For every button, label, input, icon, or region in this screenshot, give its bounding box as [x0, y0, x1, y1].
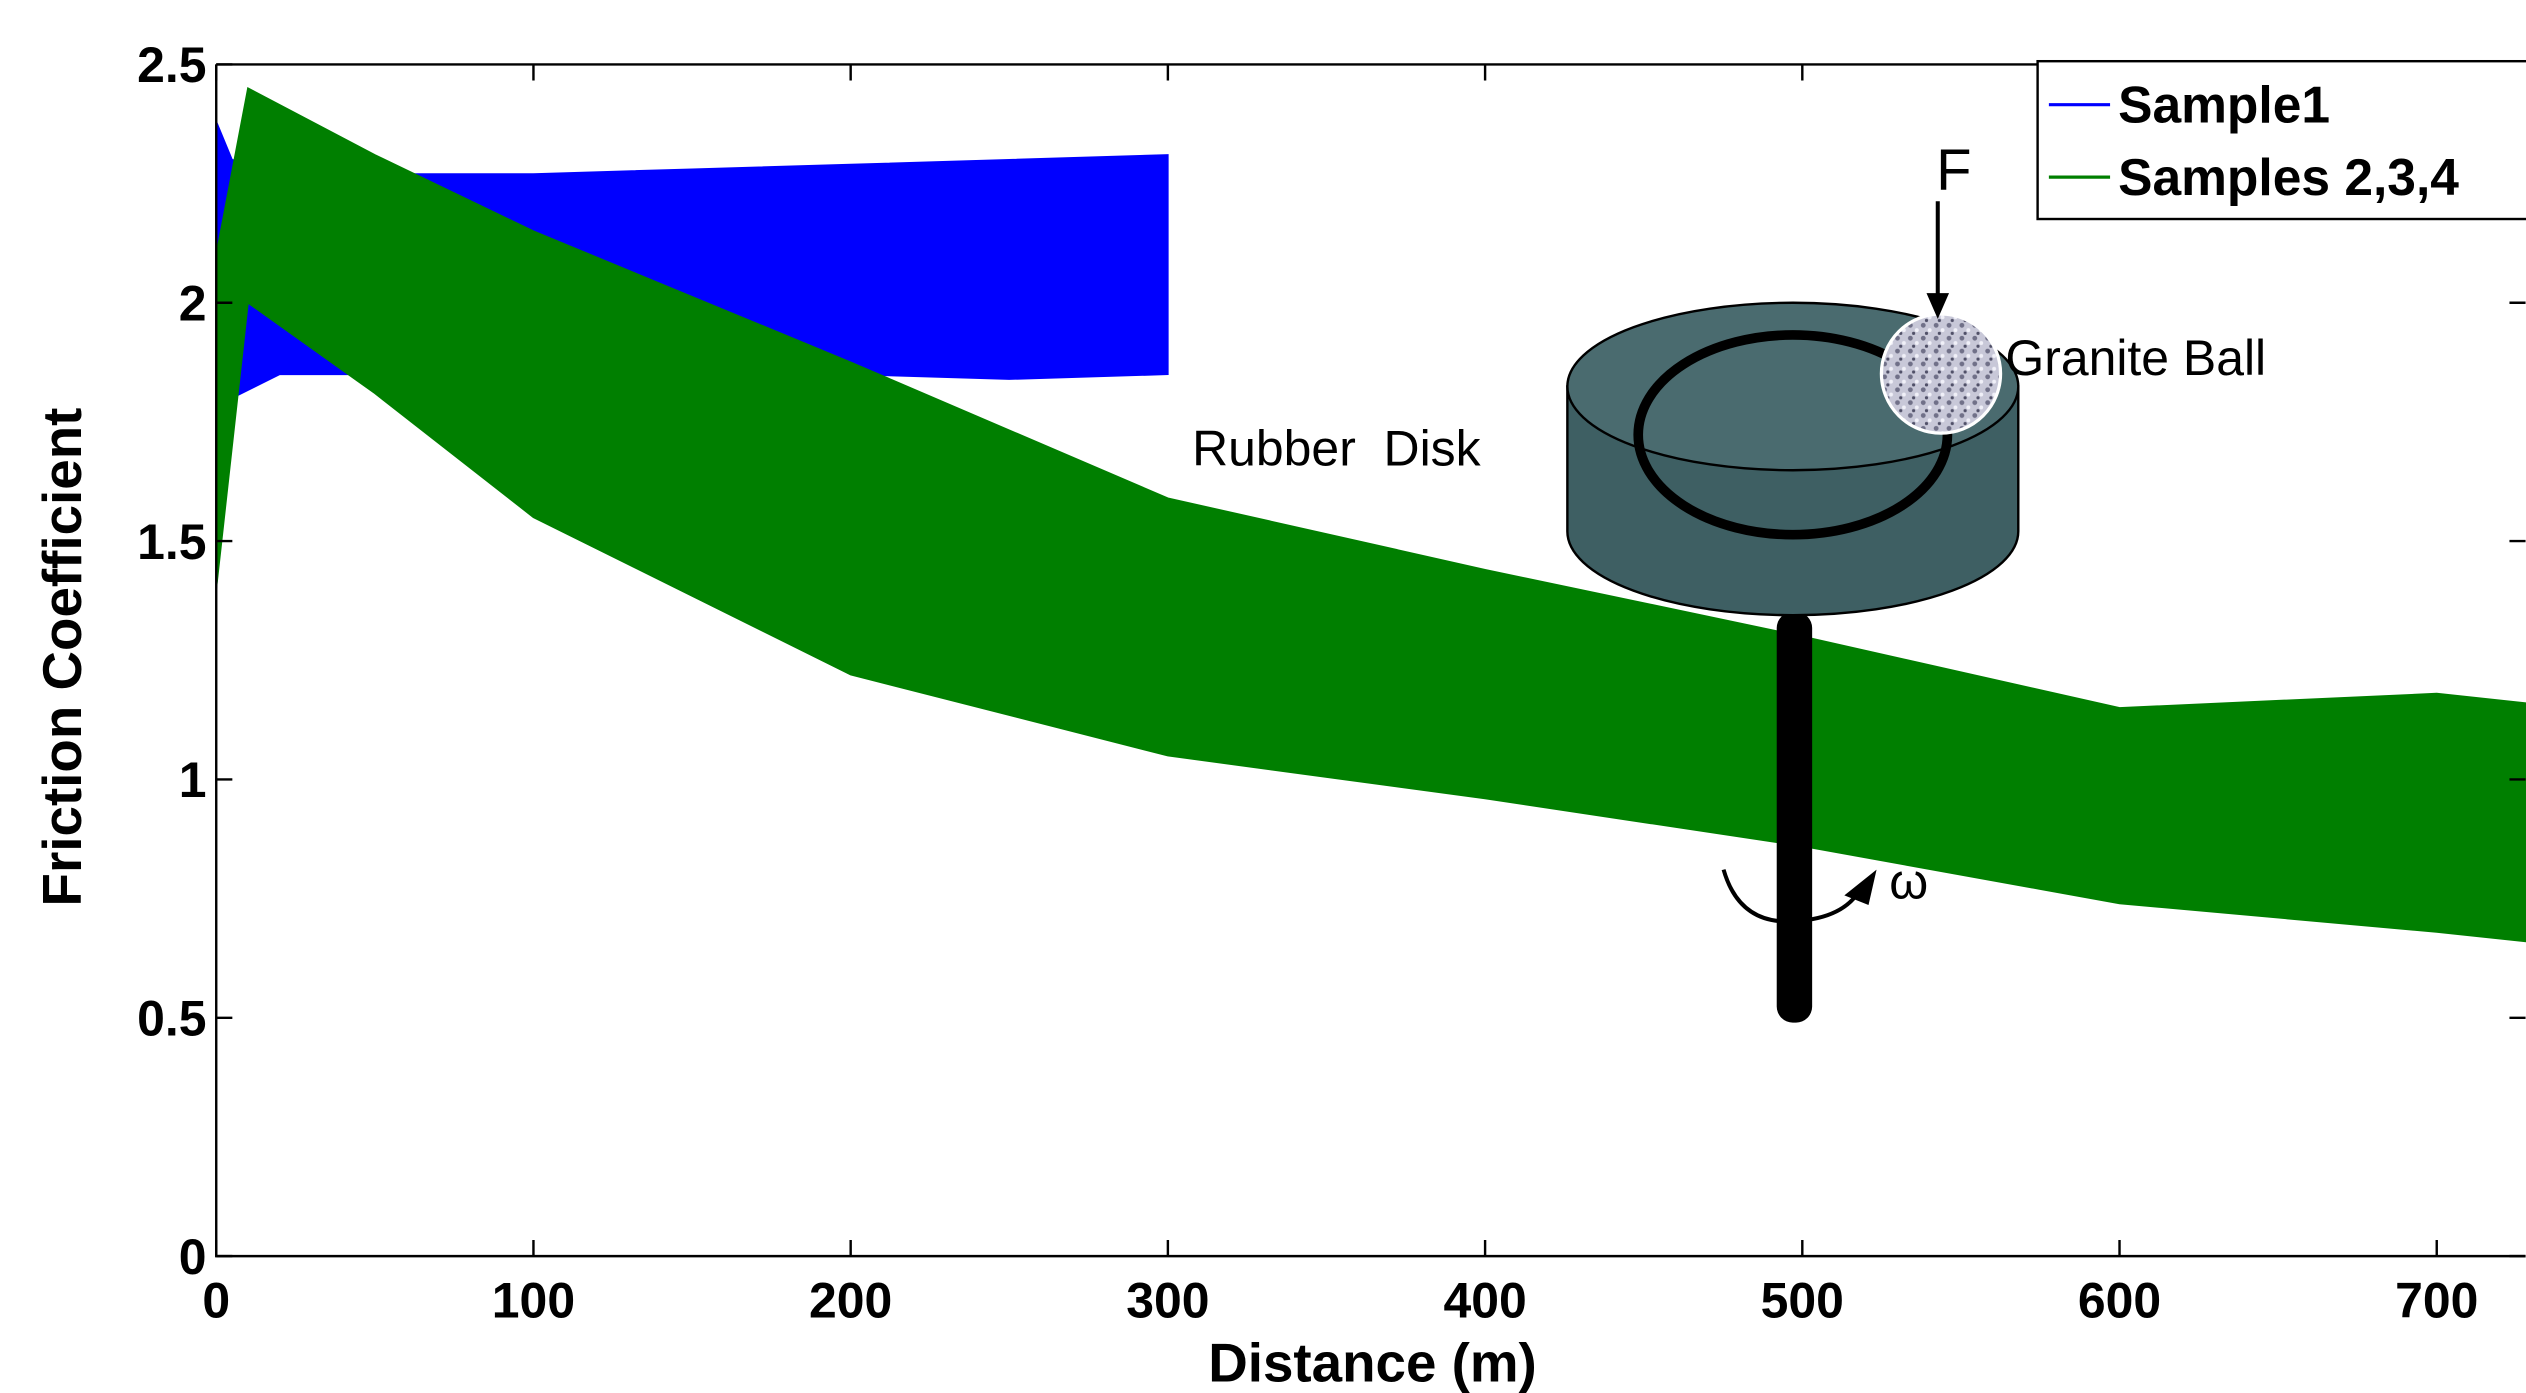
y-tick-label: 1.5 [137, 514, 206, 570]
y-tick-label: 0.5 [137, 990, 206, 1046]
disk-label: Rubber Disk [1192, 420, 1481, 476]
x-tick-label: 100 [492, 1272, 575, 1328]
rotation-arrowhead [1844, 869, 1877, 906]
force-label: F [1936, 139, 1971, 203]
legend-label: Samples 2,3,4 [2118, 148, 2459, 206]
omega-label: ω [1889, 854, 1928, 910]
granite-ball [1879, 312, 2003, 435]
x-tick-label: 0 [202, 1272, 230, 1328]
legend: Sample1 Samples 2,3,4 [2036, 59, 2526, 221]
x-tick-label: 600 [2078, 1272, 2161, 1328]
force-arrowhead [1926, 293, 1950, 319]
y-tick-label: 0 [179, 1229, 207, 1285]
shaft [1776, 611, 1813, 1023]
x-axis-label: Distance (m) [1208, 1332, 1537, 1393]
plot-area: 0 100 200 300 400 500 600 700 0 0.5 1 1.5 2 2.5 Distan… [31, 37, 2526, 1393]
tribometer-diagram: F Granite Ball Rubber Disk ω [1192, 139, 2266, 1023]
legend-label: Sample1 [2118, 75, 2330, 133]
legend-box [2036, 59, 2526, 221]
x-tick-label: 200 [809, 1272, 892, 1328]
x-tick-label: 500 [1761, 1272, 1844, 1328]
y-tick-label: 1 [179, 752, 207, 808]
y-axis-label: Friction Coefficient [31, 408, 93, 907]
x-tick-label: 400 [1443, 1272, 1526, 1328]
y-tick-label: 2.5 [137, 37, 206, 93]
y-tick-label: 2 [179, 275, 207, 331]
wear-track [1633, 330, 1953, 540]
rotation-arrow [1721, 869, 1863, 924]
ball-label: Granite Ball [2005, 330, 2266, 386]
x-tick-label: 300 [1126, 1272, 1209, 1328]
x-tick-label: 700 [2395, 1272, 2478, 1328]
